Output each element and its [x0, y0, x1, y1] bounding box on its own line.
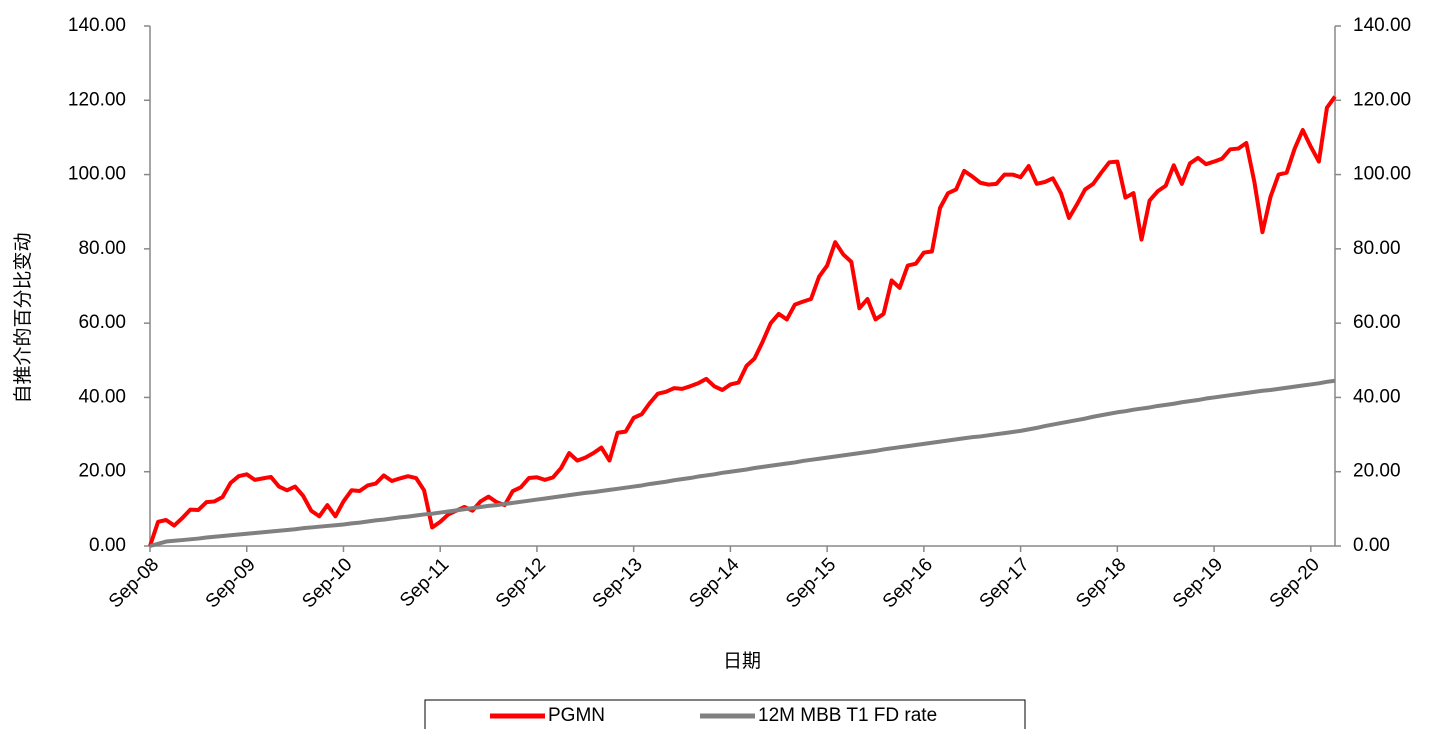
- x-tick-label: Sep-18: [1072, 554, 1130, 612]
- y2-tick-label: 60.00: [1353, 312, 1401, 333]
- legend-label: PGMN: [548, 705, 605, 726]
- y-tick-label: 20.00: [78, 461, 126, 482]
- x-tick-label: Sep-20: [1266, 554, 1324, 612]
- y2-tick-label: 40.00: [1353, 386, 1401, 407]
- x-tick-label: Sep-16: [879, 554, 937, 612]
- y2-tick-label: 140.00: [1353, 15, 1411, 36]
- y-tick-label: 100.00: [68, 164, 126, 185]
- y-tick-label: 60.00: [78, 312, 126, 333]
- x-tick-label: Sep-17: [976, 554, 1034, 612]
- x-axis-label: 日期: [723, 650, 761, 672]
- y2-tick-label: 80.00: [1353, 238, 1401, 259]
- x-tick-label: Sep-10: [298, 554, 356, 612]
- x-tick-label: Sep-11: [396, 554, 453, 611]
- y2-tick-label: 20.00: [1353, 461, 1401, 482]
- y-tick-label: 40.00: [78, 386, 126, 407]
- y-tick-label: 80.00: [78, 238, 126, 259]
- series-line: [149, 378, 1336, 548]
- y-axis-label: 自推介的百分比变动: [12, 232, 34, 403]
- y2-tick-label: 0.00: [1353, 535, 1390, 556]
- x-tick-label: Sep-08: [105, 554, 163, 612]
- legend-label: 12M MBB T1 FD rate: [758, 705, 937, 726]
- x-tick-label: Sep-09: [202, 554, 260, 612]
- y2-tick-label: 120.00: [1353, 89, 1411, 110]
- x-tick-label: Sep-14: [685, 554, 743, 612]
- x-tick-label: Sep-19: [1169, 554, 1227, 612]
- series-line: [148, 95, 1337, 547]
- x-tick-label: Sep-12: [492, 554, 550, 612]
- x-tick-label: Sep-13: [589, 554, 647, 612]
- y-tick-label: 140.00: [68, 15, 126, 36]
- x-tick-label: Sep-15: [782, 554, 840, 612]
- y-tick-label: 0.00: [89, 535, 126, 556]
- y2-tick-label: 100.00: [1353, 164, 1411, 185]
- y-tick-label: 120.00: [68, 89, 126, 110]
